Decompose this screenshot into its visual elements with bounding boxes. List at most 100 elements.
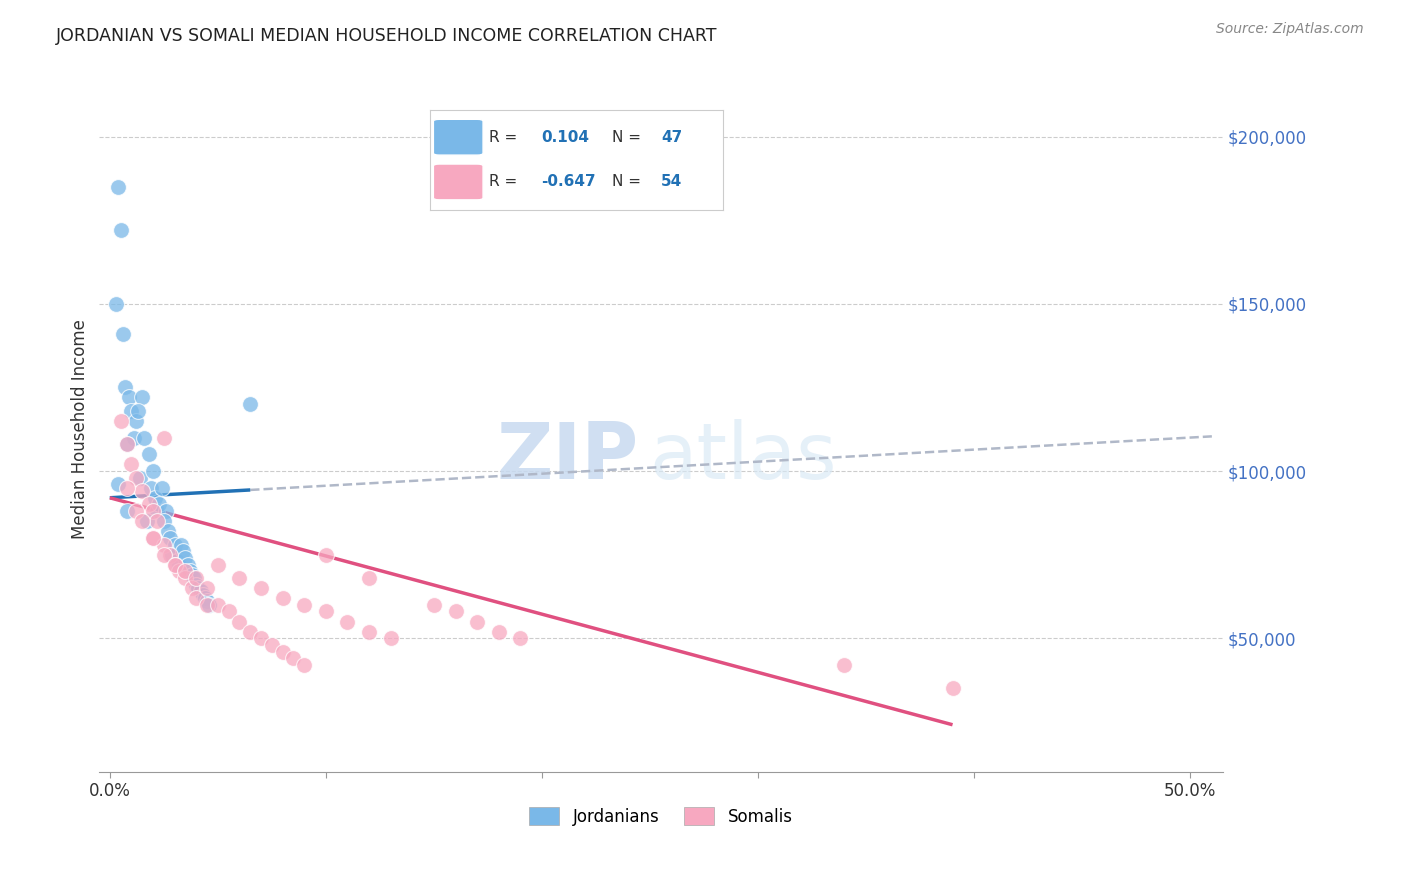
Point bbox=[941, 681, 963, 696]
Point bbox=[131, 514, 153, 528]
Point bbox=[239, 397, 262, 411]
Point bbox=[105, 297, 128, 311]
Point bbox=[336, 615, 359, 629]
Point bbox=[163, 558, 186, 572]
Point bbox=[271, 645, 294, 659]
Point bbox=[207, 558, 229, 572]
Point bbox=[142, 531, 165, 545]
Point bbox=[150, 481, 173, 495]
Point bbox=[166, 554, 188, 568]
Point bbox=[148, 498, 170, 512]
Point bbox=[129, 471, 152, 485]
Legend: Jordanians, Somalis: Jordanians, Somalis bbox=[523, 801, 799, 832]
Point bbox=[115, 504, 138, 518]
Point bbox=[125, 414, 148, 428]
Point bbox=[315, 548, 337, 562]
Point bbox=[271, 591, 294, 606]
Point bbox=[283, 651, 305, 665]
Point bbox=[167, 565, 190, 579]
Point bbox=[111, 326, 134, 341]
Point bbox=[153, 514, 176, 528]
Point bbox=[120, 458, 142, 472]
Point bbox=[444, 605, 467, 619]
Point bbox=[162, 548, 184, 562]
Point bbox=[142, 464, 165, 478]
Point bbox=[153, 548, 176, 562]
Point bbox=[228, 615, 250, 629]
Point bbox=[115, 481, 138, 495]
Point bbox=[179, 565, 201, 579]
Point bbox=[127, 404, 149, 418]
Point bbox=[174, 551, 197, 566]
Point bbox=[250, 581, 273, 595]
Point bbox=[180, 567, 202, 582]
Text: Source: ZipAtlas.com: Source: ZipAtlas.com bbox=[1216, 22, 1364, 37]
Point bbox=[207, 598, 229, 612]
Text: ZIP: ZIP bbox=[496, 418, 638, 495]
Text: JORDANIAN VS SOMALI MEDIAN HOUSEHOLD INCOME CORRELATION CHART: JORDANIAN VS SOMALI MEDIAN HOUSEHOLD INC… bbox=[56, 27, 717, 45]
Point bbox=[114, 380, 136, 394]
Point bbox=[110, 414, 132, 428]
Point bbox=[834, 658, 856, 673]
Point bbox=[186, 591, 208, 606]
Point bbox=[186, 571, 208, 585]
Point bbox=[176, 558, 198, 572]
Point bbox=[172, 544, 194, 558]
Point bbox=[359, 571, 381, 585]
Point bbox=[465, 615, 488, 629]
Point bbox=[187, 581, 209, 595]
Point bbox=[186, 578, 208, 592]
Point bbox=[125, 504, 148, 518]
Text: atlas: atlas bbox=[650, 418, 837, 495]
Point bbox=[167, 558, 190, 572]
Point bbox=[198, 598, 221, 612]
Point bbox=[292, 598, 315, 612]
Point bbox=[359, 624, 381, 639]
Point bbox=[423, 598, 446, 612]
Point bbox=[115, 437, 138, 451]
Point bbox=[146, 504, 169, 518]
Point bbox=[153, 431, 176, 445]
Point bbox=[135, 514, 157, 528]
Point bbox=[194, 591, 217, 606]
Point bbox=[139, 481, 162, 495]
Point bbox=[292, 658, 315, 673]
Point bbox=[180, 581, 202, 595]
Point bbox=[163, 538, 186, 552]
Point bbox=[131, 391, 153, 405]
Point bbox=[191, 588, 214, 602]
Point bbox=[250, 632, 273, 646]
Point bbox=[174, 571, 197, 585]
Point bbox=[195, 598, 218, 612]
Point bbox=[153, 538, 176, 552]
Point bbox=[159, 531, 181, 545]
Point bbox=[315, 605, 337, 619]
Point bbox=[142, 504, 165, 518]
Point bbox=[155, 504, 177, 518]
Point bbox=[142, 531, 165, 545]
Point bbox=[115, 437, 138, 451]
Point bbox=[190, 584, 212, 599]
Point bbox=[488, 624, 510, 639]
Point bbox=[163, 558, 186, 572]
Point bbox=[509, 632, 531, 646]
Point bbox=[107, 477, 129, 491]
Point bbox=[131, 484, 153, 499]
Point bbox=[228, 571, 250, 585]
Point bbox=[218, 605, 240, 619]
Point bbox=[118, 391, 141, 405]
Point bbox=[143, 491, 166, 505]
Point bbox=[159, 548, 181, 562]
Point bbox=[138, 498, 160, 512]
Point bbox=[380, 632, 402, 646]
Point bbox=[174, 565, 197, 579]
Point bbox=[183, 571, 205, 585]
Point bbox=[120, 404, 142, 418]
Point bbox=[239, 624, 262, 639]
Point bbox=[146, 514, 169, 528]
Point bbox=[125, 471, 148, 485]
Point bbox=[195, 594, 218, 608]
Point bbox=[107, 179, 129, 194]
Point bbox=[134, 431, 156, 445]
Point bbox=[122, 431, 145, 445]
